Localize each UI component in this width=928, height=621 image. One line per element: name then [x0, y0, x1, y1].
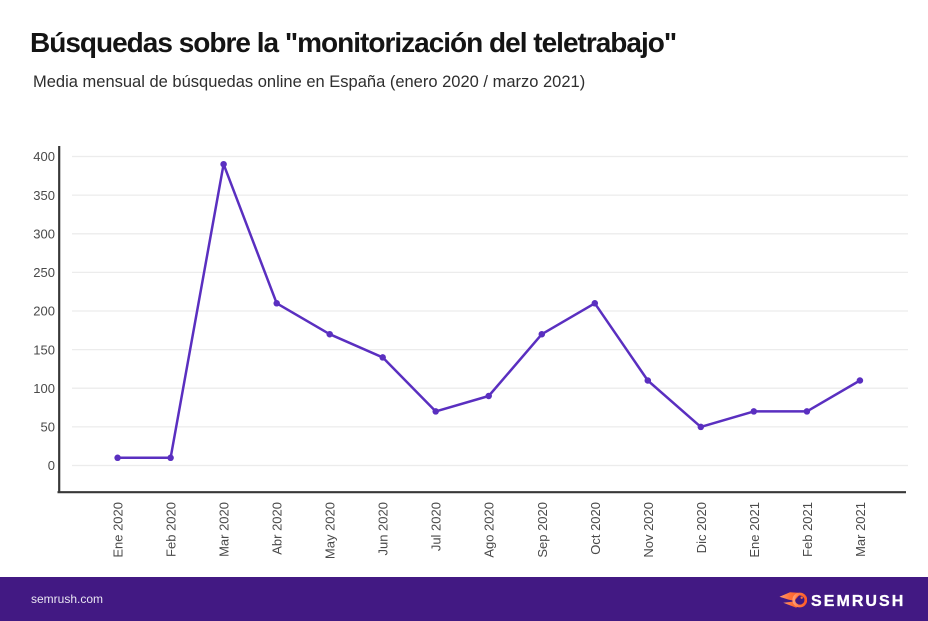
svg-text:Abr 2020: Abr 2020 — [270, 502, 285, 555]
svg-text:350: 350 — [33, 188, 55, 203]
svg-text:Ene 2020: Ene 2020 — [111, 502, 126, 558]
svg-text:Ago 2020: Ago 2020 — [482, 502, 497, 558]
svg-text:Dic 2020: Dic 2020 — [694, 502, 709, 553]
svg-text:250: 250 — [33, 265, 55, 280]
svg-text:Sep 2020: Sep 2020 — [535, 502, 550, 558]
svg-text:Oct 2020: Oct 2020 — [588, 502, 603, 555]
svg-text:300: 300 — [33, 227, 55, 242]
svg-text:50: 50 — [41, 420, 55, 435]
svg-text:Mar 2021: Mar 2021 — [853, 502, 868, 557]
svg-text:Feb 2021: Feb 2021 — [800, 502, 815, 557]
svg-text:Mar 2020: Mar 2020 — [217, 502, 232, 557]
svg-text:Feb 2020: Feb 2020 — [164, 502, 179, 557]
svg-text:100: 100 — [33, 381, 55, 396]
svg-text:Nov 2020: Nov 2020 — [641, 502, 656, 558]
svg-text:0: 0 — [48, 458, 55, 473]
svg-text:Jul 2020: Jul 2020 — [429, 502, 444, 551]
svg-text:Ene 2021: Ene 2021 — [747, 502, 762, 558]
svg-text:May 2020: May 2020 — [323, 502, 338, 559]
svg-text:150: 150 — [33, 342, 55, 357]
svg-text:Jun 2020: Jun 2020 — [376, 502, 391, 556]
svg-text:200: 200 — [33, 304, 55, 319]
svg-text:400: 400 — [33, 149, 55, 164]
